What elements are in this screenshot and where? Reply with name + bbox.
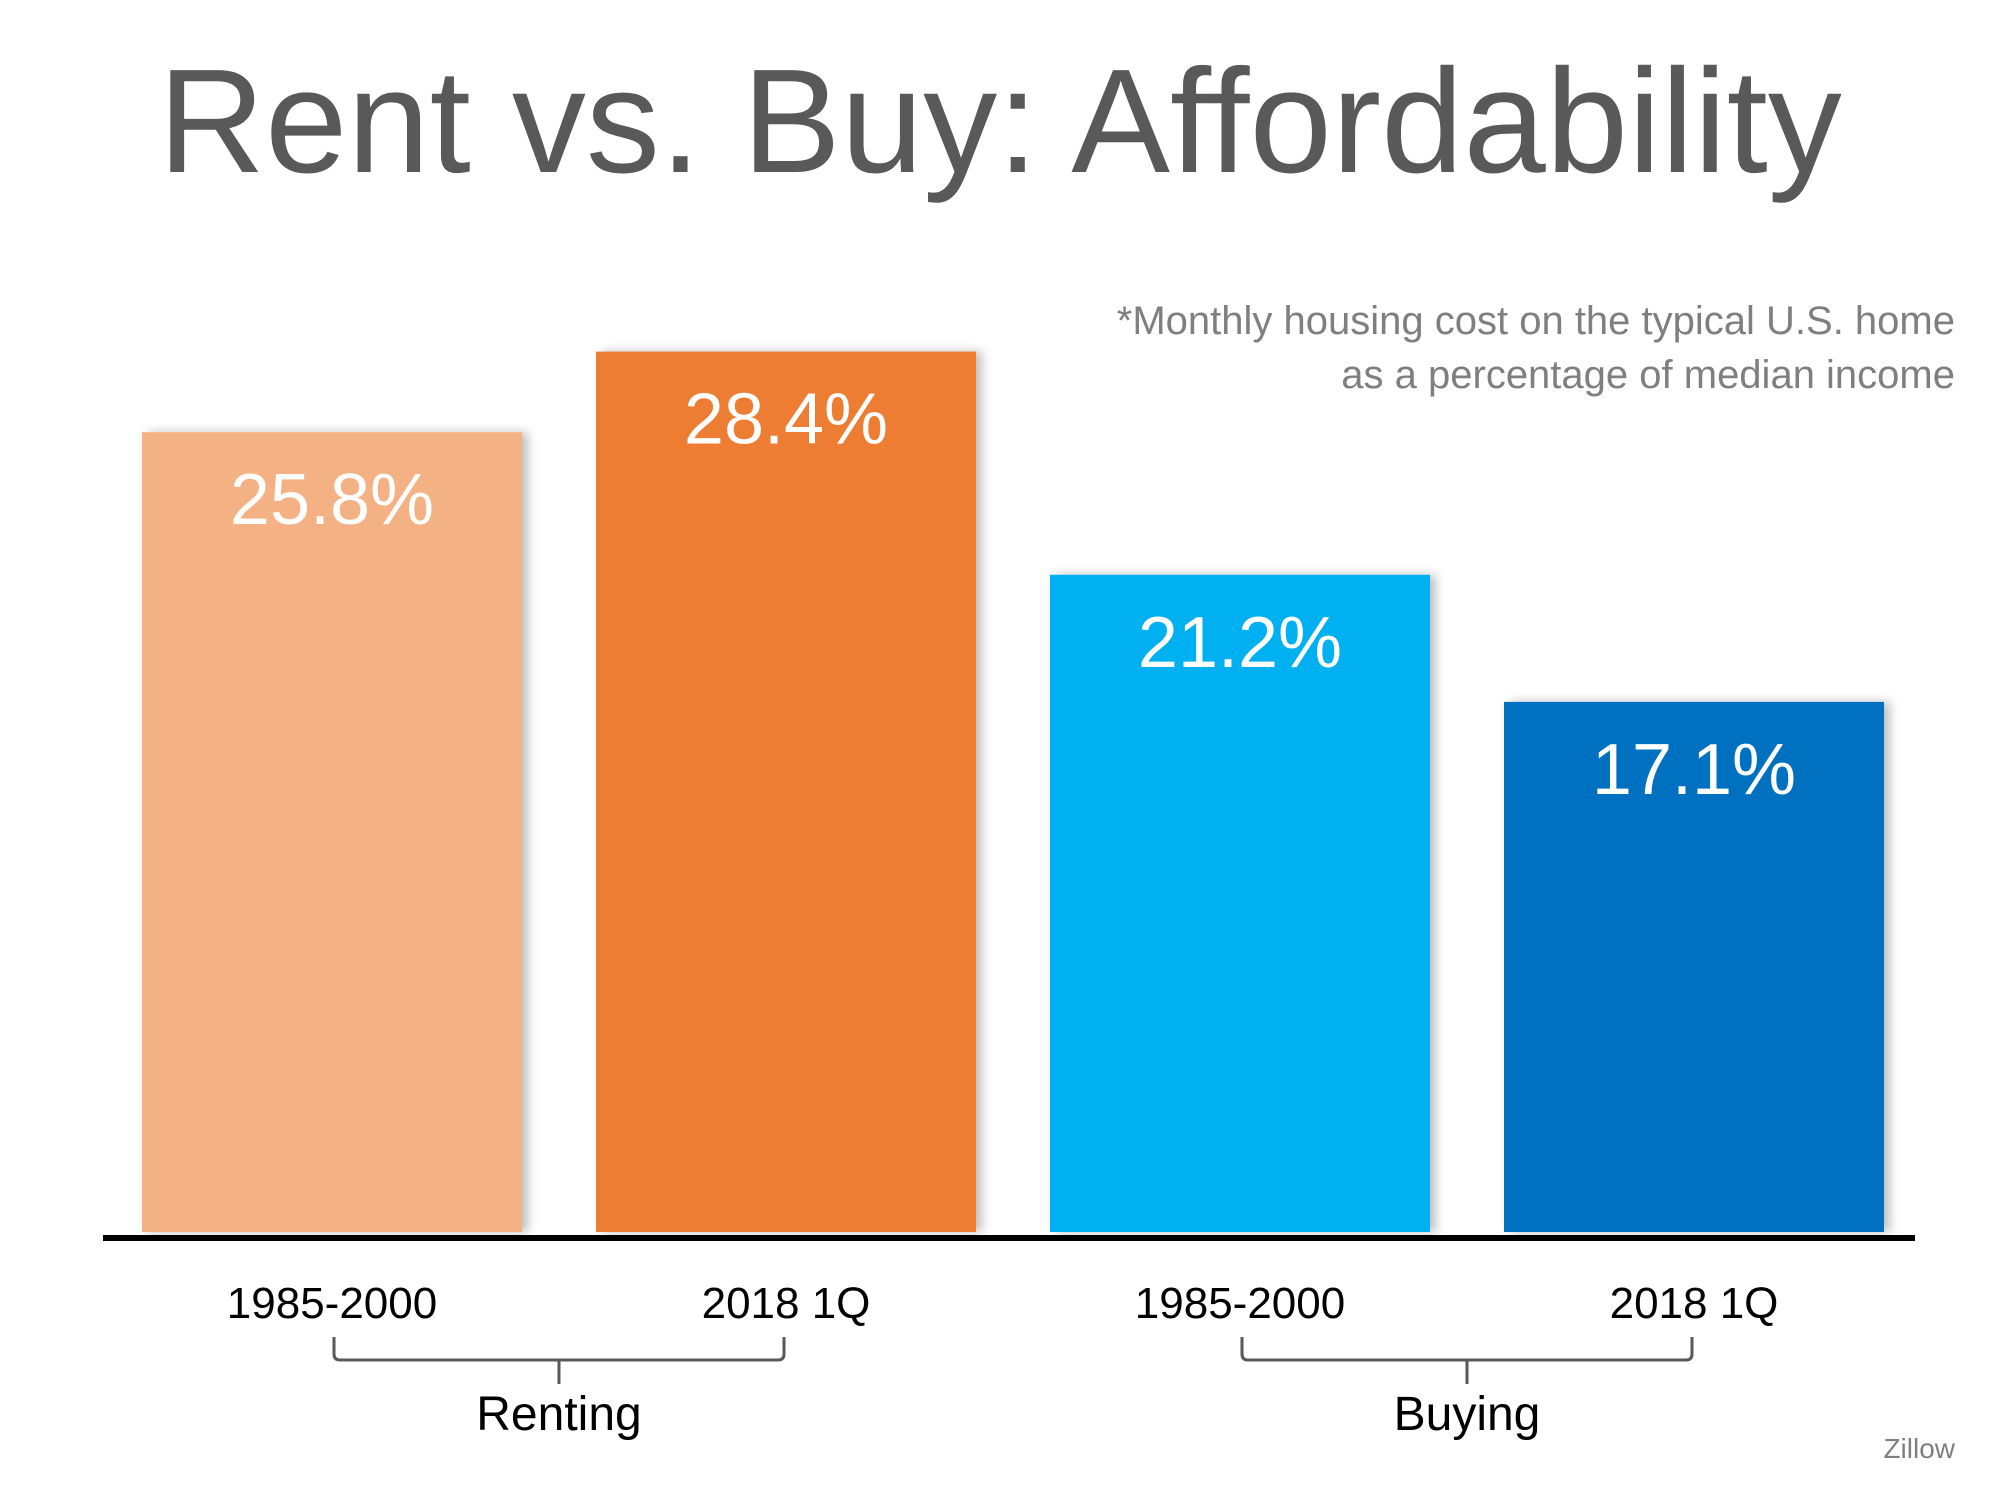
- bar-value-label-2: 28.4%: [684, 380, 888, 460]
- bar-value-label-1: 25.8%: [230, 460, 434, 540]
- bar-4: [1504, 701, 1884, 1232]
- chart-note-line-2: as a percentage of median income: [1341, 353, 1955, 397]
- group-label-1: Renting: [476, 1388, 641, 1441]
- bar-2: [596, 351, 976, 1233]
- bar-value-label-3: 21.2%: [1138, 603, 1342, 683]
- bars-layer: 25.8% 28.4% 21.2% 17.1%: [142, 351, 1884, 1233]
- category-label-4: 2018 1Q: [1610, 1279, 1779, 1328]
- group-brackets: Renting Buying: [332, 1337, 1694, 1441]
- source-label: Zillow: [1883, 1433, 1955, 1464]
- bar-value-label-4: 17.1%: [1592, 730, 1796, 810]
- category-label-3: 1985-2000: [1135, 1279, 1345, 1328]
- group-bracket-2: [1240, 1337, 1694, 1384]
- bar-3: [1050, 574, 1430, 1232]
- group-bracket-1: [332, 1337, 786, 1384]
- group-label-2: Buying: [1394, 1388, 1541, 1441]
- category-label-1: 1985-2000: [227, 1279, 437, 1328]
- chart-title: Rent vs. Buy: Affordability: [158, 39, 1842, 204]
- category-labels: 1985-2000 2018 1Q 1985-2000 2018 1Q: [227, 1279, 1779, 1328]
- chart-note-line-1: *Monthly housing cost on the typical U.S…: [1117, 299, 1955, 343]
- bar-1: [142, 432, 522, 1232]
- category-label-2: 2018 1Q: [702, 1279, 871, 1328]
